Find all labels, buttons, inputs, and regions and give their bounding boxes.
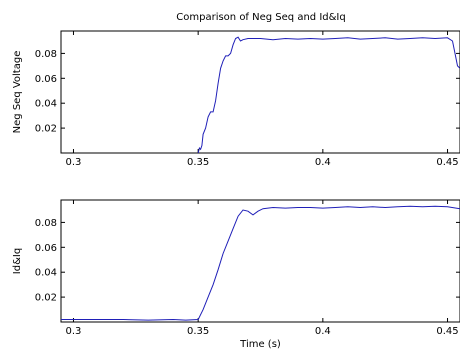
- y-tick-label-1-0: 0.02: [35, 124, 57, 135]
- x-tick-label-2-3: 0.45: [436, 326, 458, 337]
- y-tick-label-2-3: 0.08: [35, 218, 57, 229]
- panel-2: 0.3 0.35 0.4 0.45 0.02 0.04 0.06 0.08 Id&Iq Time …: [12, 199, 460, 350]
- x-tick-label-1-1: 0.35: [187, 157, 209, 168]
- y-tick-label-1-3: 0.08: [35, 49, 57, 60]
- y-tick-label-2-0: 0.02: [35, 293, 57, 304]
- plot-frame-1: [60, 30, 460, 154]
- y-tick-label-2-1: 0.04: [35, 268, 57, 279]
- x-tick-label-2-0: 0.3: [66, 326, 82, 337]
- y-axis-label-1: Neg Seq Voltage: [12, 51, 23, 134]
- plot-frame-2: [60, 199, 460, 323]
- x-tick-label-1-2: 0.4: [315, 157, 331, 168]
- y-tick-label-1-1: 0.04: [35, 99, 57, 110]
- x-tick-label-1-0: 0.3: [66, 157, 82, 168]
- series-line-1-0: [197, 36, 460, 153]
- x-tick-label-2-1: 0.35: [187, 326, 209, 337]
- y-tick-label-2-2: 0.06: [35, 243, 57, 254]
- figure-title: Comparison of Neg Seq and Id&Iq: [176, 12, 345, 23]
- x-axis-label-2: Time (s): [239, 339, 281, 350]
- series-line-2-0: [61, 205, 460, 321]
- panel-1: 0.3 0.35 0.4 0.45 0.02 0.04 0.06 0.08 Neg Seq Vo…: [12, 30, 460, 168]
- x-tick-label-1-3: 0.45: [436, 157, 458, 168]
- y-axis-label-2: Id&Iq: [12, 248, 23, 274]
- y-tick-label-1-2: 0.06: [35, 74, 57, 85]
- x-tick-label-2-2: 0.4: [315, 326, 331, 337]
